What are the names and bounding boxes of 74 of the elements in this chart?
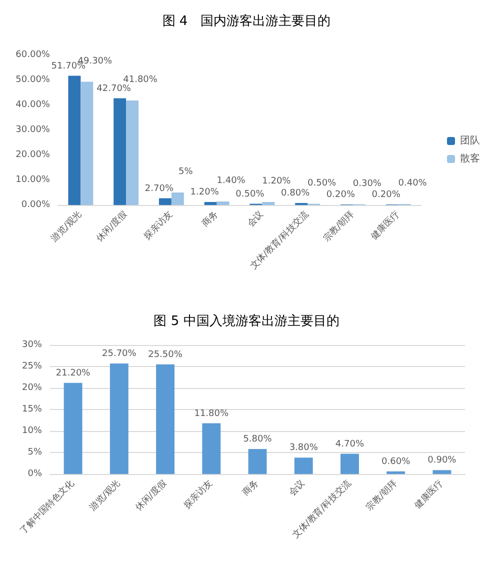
data-label: 21.20%	[56, 368, 91, 378]
x-tick-label: 健康医疗	[368, 208, 402, 242]
data-label: 0.50%	[236, 189, 265, 200]
bar	[248, 449, 267, 474]
data-label: 41.80%	[123, 75, 158, 85]
data-label: 0.50%	[308, 178, 337, 188]
y-tick-label: 10%	[22, 426, 42, 436]
y-tick-label: 0.00%	[21, 200, 50, 210]
y-tick-label: 60.00%	[16, 50, 50, 60]
x-tick-label: 宗教/朝拜	[321, 208, 356, 244]
data-label: 1.20%	[190, 188, 220, 198]
x-tick-label: 会议	[245, 208, 266, 230]
x-tick-label: 游览/观光	[87, 478, 123, 514]
data-label: 2.70%	[144, 184, 174, 194]
data-label: 0.40%	[398, 178, 428, 188]
data-label: 4.70%	[335, 439, 364, 450]
y-tick-label: 5%	[28, 448, 42, 458]
data-label: 0.90%	[428, 456, 457, 466]
data-label: 5.80%	[243, 434, 272, 445]
x-tick-label: 休闲/度假	[94, 208, 130, 244]
x-tick-label: 会议	[286, 478, 308, 498]
data-label: 0.20%	[372, 190, 401, 200]
y-tick-label: 50.00%	[16, 75, 50, 85]
bar	[114, 98, 126, 205]
data-label: 0.80%	[281, 188, 310, 198]
y-tick-label: 0%	[28, 469, 42, 479]
bar	[64, 382, 82, 474]
bar	[171, 192, 184, 205]
data-label: 5%	[178, 167, 194, 177]
bar	[156, 364, 174, 474]
legend-label: 团队	[460, 134, 480, 146]
x-tick-label: 休闲/度假	[133, 478, 169, 514]
bar	[80, 82, 94, 205]
bar	[110, 363, 128, 474]
bar	[68, 76, 81, 205]
legend-label: 散客	[460, 152, 480, 164]
data-label: 42.70%	[96, 84, 132, 94]
data-label: 1.20%	[262, 176, 292, 186]
data-label: 11.80%	[194, 408, 229, 419]
data-label: 25.50%	[148, 350, 183, 360]
x-tick-label: 探亲访友	[182, 478, 215, 511]
y-tick-label: 25%	[22, 362, 42, 372]
x-tick-label: 商务	[240, 478, 262, 498]
y-tick-label: 20%	[22, 383, 42, 393]
data-label: 0.30%	[352, 178, 382, 189]
y-tick-label: 30%	[22, 340, 42, 350]
bar	[432, 470, 452, 474]
x-tick-label: 健康医疗	[412, 478, 446, 511]
data-label: 1.40%	[216, 176, 246, 186]
chart-title: 图 5 中国入境游客出游主要目的	[154, 313, 340, 329]
y-tick-label: 40.00%	[16, 100, 50, 110]
y-tick-label: 30.00%	[16, 125, 50, 135]
y-tick-label: 10.00%	[16, 175, 50, 185]
data-label: 25.70%	[102, 348, 137, 359]
bar	[158, 198, 172, 205]
bar	[262, 202, 275, 205]
x-tick-label: 探亲访友	[142, 208, 175, 242]
bar	[126, 100, 139, 205]
bar	[216, 202, 230, 205]
y-tick-label: 20.00%	[16, 150, 50, 160]
data-label: 0.20%	[326, 190, 356, 200]
bar	[294, 458, 313, 474]
bar	[204, 202, 217, 205]
x-tick-label: 游览/观光	[48, 208, 84, 244]
data-label: 3.80%	[289, 443, 318, 454]
y-tick-label: 15%	[22, 404, 42, 414]
chart-title: 图 4 国内游客出游主要目的	[162, 13, 331, 29]
bar	[386, 471, 406, 474]
x-tick-label: 商务	[200, 208, 220, 230]
bar	[202, 423, 221, 474]
data-label: 0.60%	[382, 456, 411, 467]
x-tick-label: 宗教/朝拜	[364, 478, 400, 514]
x-tick-label: 了解中国特色文化	[18, 478, 77, 536]
bar	[340, 454, 359, 474]
